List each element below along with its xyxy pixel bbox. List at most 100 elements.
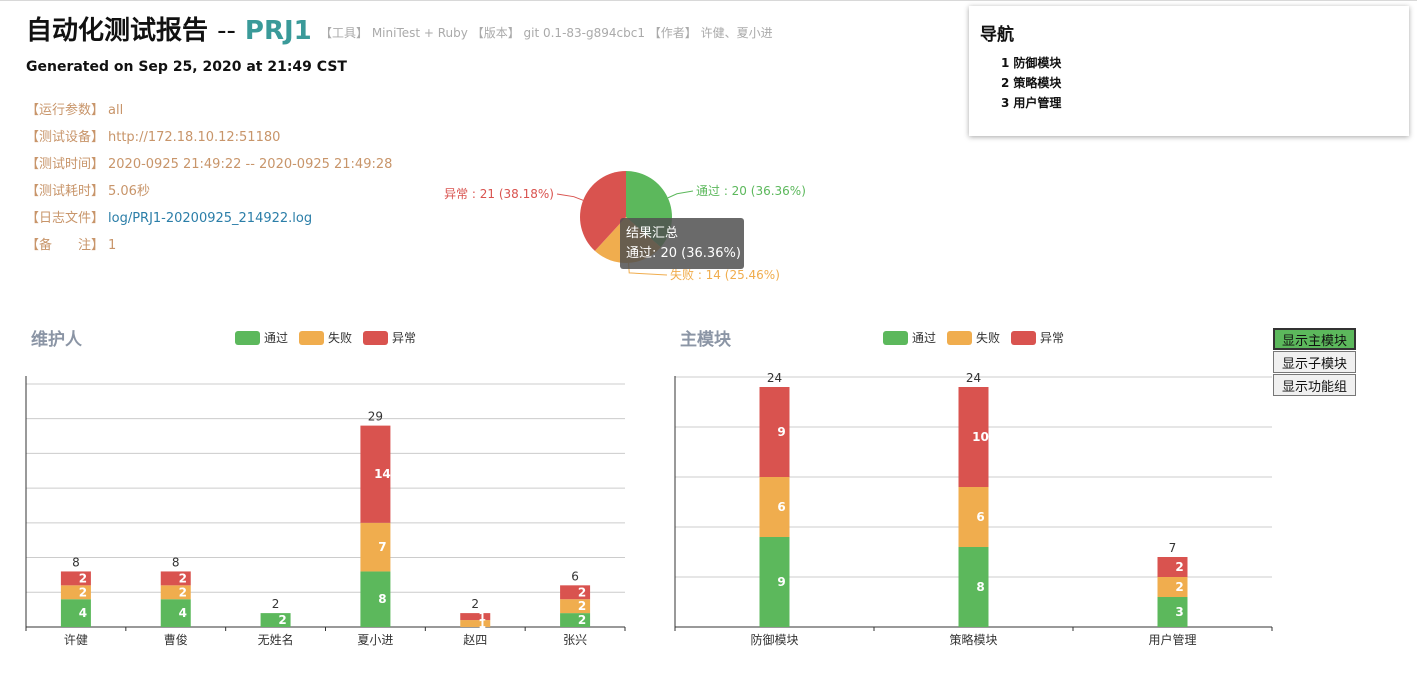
bar-data-label: 2 (1175, 560, 1183, 574)
bar-data-label: 8 (976, 580, 984, 594)
legend-label: 失败 (328, 330, 352, 345)
project-name: PRJ1 (244, 16, 312, 46)
x-tick-label: 曹俊 (164, 632, 188, 647)
bar-total-label: 8 (72, 555, 80, 569)
legend-swatch (299, 331, 324, 345)
info-value: 5.06秒 (108, 184, 150, 199)
x-tick-label: 无姓名 (258, 632, 294, 647)
x-tick-label: 防御模块 (750, 632, 798, 647)
nav-item-label: 用户管理 (1013, 96, 1062, 110)
pie-label: 通过 : 20 (36.36%) (696, 184, 806, 198)
tooltip-title: 结果汇总 (626, 226, 679, 241)
bar-data-label: 2 (578, 585, 586, 599)
info-value: all (108, 103, 124, 118)
legend-label: 通过 (264, 331, 288, 345)
nav-item-label: 策略模块 (1013, 76, 1062, 90)
bar-segment (160, 585, 191, 600)
x-tick-label: 用户管理 (1148, 632, 1196, 647)
generated-date: Generated on Sep 25, 2020 at 21:49 CST (26, 59, 347, 75)
bar-data-label: 6 (777, 500, 785, 514)
nav-item-number: 3 (1001, 96, 1010, 110)
show-main-module-button[interactable]: 显示主模块 (1273, 328, 1356, 350)
info-key: 【日志文件】 (26, 211, 105, 226)
bar-segment (759, 537, 790, 627)
legend-swatch (1011, 331, 1036, 345)
bar-data-label: 2 (179, 571, 187, 585)
legend-swatch (883, 331, 908, 345)
tooltip-text: 通过: 20 (36.36%) (626, 246, 741, 261)
bar-total-label: 24 (966, 371, 981, 385)
top-divider (0, 0, 1417, 1)
x-tick-label: 策略模块 (949, 632, 997, 647)
bar-data-label: 3 (1175, 605, 1183, 619)
bar-segment (360, 425, 391, 523)
bar-data-label: 2 (79, 585, 87, 599)
nav-item-defense[interactable]: 1 防御模块 (1001, 53, 1061, 73)
bar-data-label: 2 (578, 599, 586, 613)
bar-segment (360, 571, 391, 627)
x-tick-label: 张兴 (563, 633, 587, 647)
bar-total-label: 29 (368, 410, 383, 424)
info-value: http://172.18.10.12:51180 (108, 130, 281, 145)
info-key: 【测试设备】 (26, 130, 105, 145)
bar-data-label: 2 (278, 613, 286, 627)
info-row-device: 【测试设备】 http://172.18.10.12:51180 (26, 127, 392, 154)
bar-total-label: 7 (1169, 541, 1177, 555)
bar-data-label: 8 (378, 592, 386, 606)
info-key: 【运行参数】 (26, 103, 105, 118)
show-function-group-button[interactable]: 显示功能组 (1273, 374, 1356, 396)
bar-data-label: 2 (79, 571, 87, 585)
report-meta: 【工具】 MiniTest + Ruby 【版本】 git 0.1-83-g89… (320, 26, 773, 40)
pie-leader-line (667, 190, 694, 199)
bar-total-label: 2 (272, 597, 280, 611)
bar-segment (360, 522, 391, 572)
legend-label: 异常 (392, 331, 416, 345)
bar-segment (958, 487, 989, 547)
bar-total-label: 24 (767, 371, 782, 385)
view-toggle-buttons: 显示主模块 显示子模块 显示功能组 (1273, 328, 1356, 397)
nav-list: 1 防御模块 2 策略模块 3 用户管理 (1001, 53, 1061, 113)
legend-label: 异常 (1040, 331, 1064, 345)
navigation-panel: 导航 1 防御模块 2 策略模块 3 用户管理 (969, 6, 1409, 136)
bar-segment (460, 613, 491, 621)
bar-segment (560, 585, 591, 600)
legend-swatch (363, 331, 388, 345)
bar-segment (460, 620, 491, 627)
bar-total-label: 6 (571, 569, 579, 583)
bar-segment (759, 477, 790, 537)
chart-title: 维护人 (31, 329, 83, 350)
report-title: 自动化测试报告 -- PRJ1 (26, 10, 312, 47)
bar-data-label: 1 (478, 618, 486, 631)
x-tick-label: 赵四 (463, 633, 487, 647)
bar-data-label: 6 (976, 510, 984, 524)
info-row-logfile: 【日志文件】 log/PRJ1-20200925_214922.log (26, 208, 392, 235)
info-key: 【备 注】 (26, 238, 105, 253)
bar-data-label: 14 (374, 467, 391, 481)
bar-segment (560, 599, 591, 614)
bar-segment (60, 585, 91, 600)
chart-title: 主模块 (680, 329, 732, 350)
bar-segment (260, 613, 291, 627)
bar-data-label: 9 (777, 425, 785, 439)
title-separator: -- (217, 16, 236, 46)
pie-label: 失败 : 14 (25.46%) (670, 267, 780, 282)
log-file-link[interactable]: log/PRJ1-20200925_214922.log (108, 211, 313, 226)
bar-segment (958, 547, 989, 627)
bar-data-label: 4 (179, 606, 187, 620)
nav-item-strategy[interactable]: 2 策略模块 (1001, 73, 1061, 93)
show-sub-module-button[interactable]: 显示子模块 (1273, 351, 1356, 373)
bar-data-label: 4 (79, 606, 87, 620)
nav-heading: 导航 (980, 25, 1014, 45)
bar-segment (1157, 597, 1188, 627)
bar-segment (160, 599, 191, 627)
info-key: 【测试时间】 (26, 157, 105, 172)
info-row-time: 【测试时间】 2020-0925 21:49:22 -- 2020-0925 21… (26, 154, 392, 181)
info-value: 1 (108, 238, 117, 253)
bar-data-label: 2 (578, 613, 586, 627)
bar-data-label: 10 (972, 430, 989, 444)
nav-item-user-management[interactable]: 3 用户管理 (1001, 93, 1061, 113)
info-row-params: 【运行参数】 all (26, 100, 392, 127)
bar-segment (60, 571, 91, 586)
pie-tooltip: 结果汇总 通过: 20 (36.36%) (620, 218, 744, 269)
maintainer-bar-chart: 维护人 通过 失败 异常许健4228曹俊4228无姓名22夏小进871429赵四112… (25, 329, 626, 647)
